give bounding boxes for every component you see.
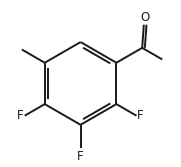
Text: O: O	[140, 11, 149, 24]
Text: F: F	[137, 109, 144, 122]
Text: F: F	[77, 150, 84, 163]
Text: F: F	[17, 109, 24, 122]
